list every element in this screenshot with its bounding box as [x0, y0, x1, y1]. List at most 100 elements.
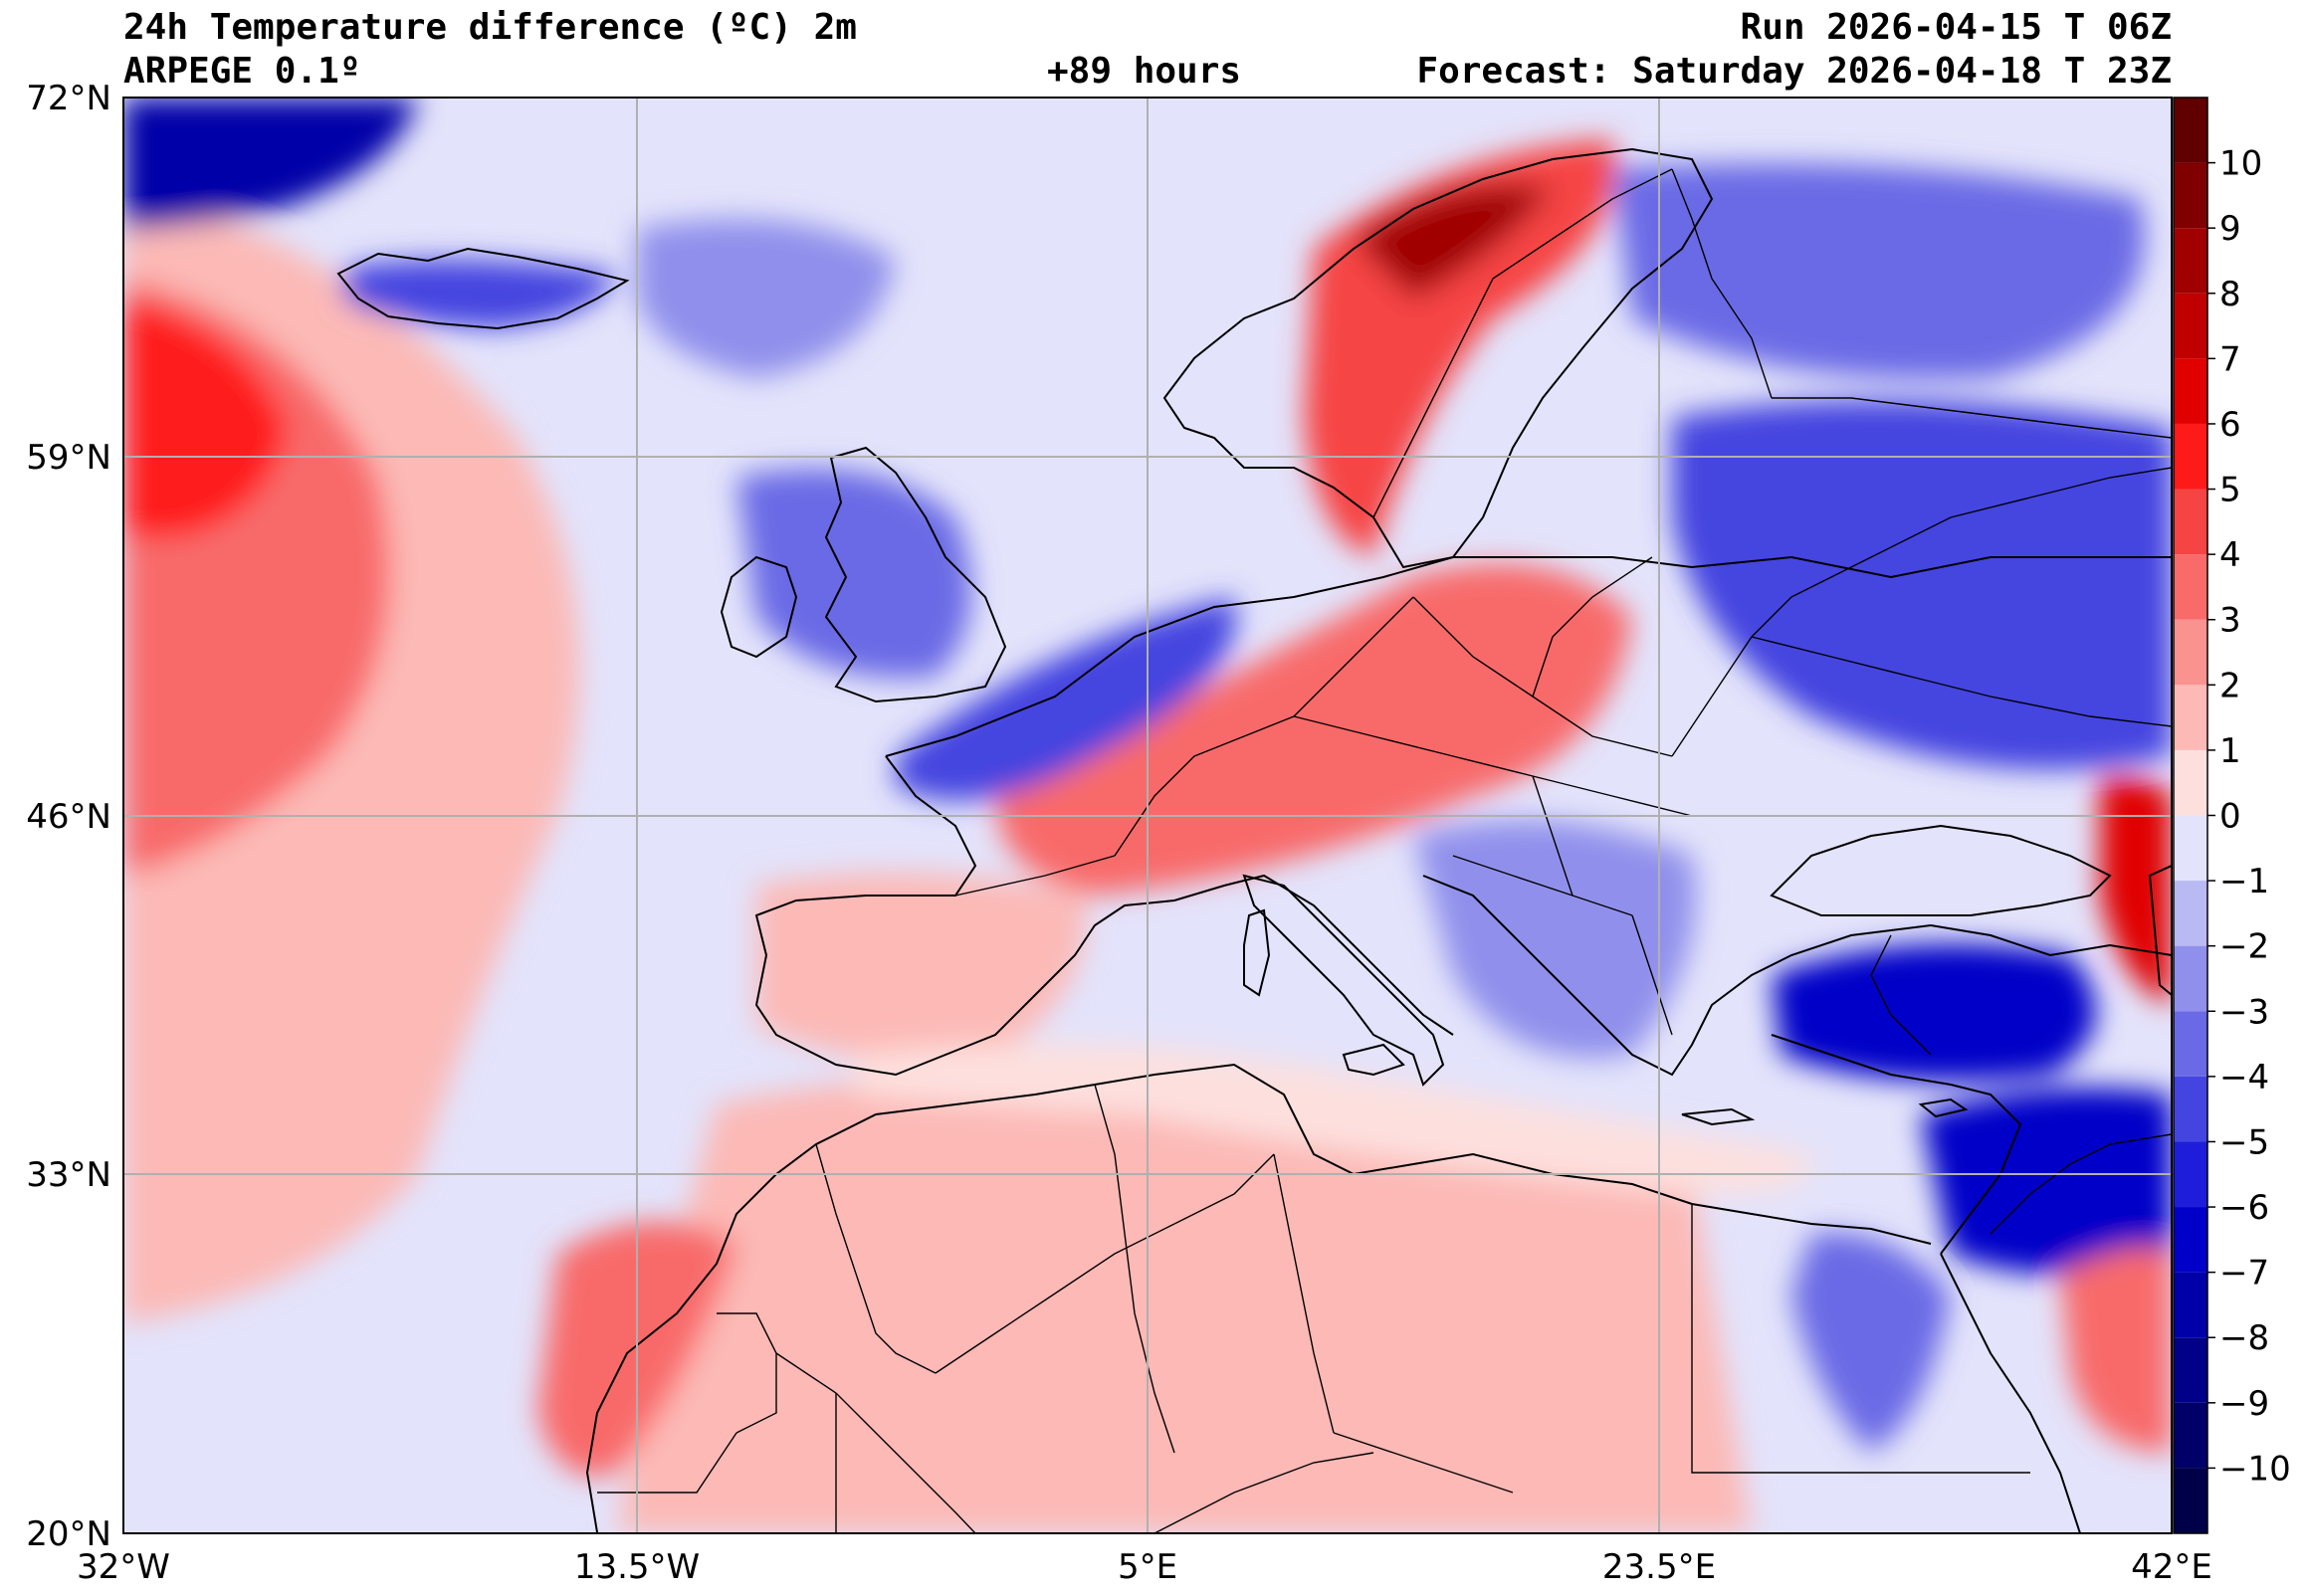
colorbar-label: 0 — [2219, 797, 2241, 837]
colorbar — [2174, 98, 2207, 1533]
colorbar-bin-cold — [2174, 1337, 2207, 1403]
cold-area-uk — [736, 469, 971, 679]
colorbar-label: 8 — [2219, 275, 2241, 314]
warm-area-atlantic-peak — [123, 299, 289, 537]
colorbar-label: −7 — [2219, 1254, 2269, 1294]
cold-area-benelux-france — [896, 597, 1237, 801]
warm-area-central-europe — [995, 563, 1632, 896]
colorbar-bin-cold — [2174, 1207, 2207, 1273]
colorbar-label: −10 — [2219, 1449, 2291, 1489]
colorbar-bin-warm — [2174, 228, 2207, 294]
map-frame — [122, 97, 2173, 1534]
coast-bay-biscay — [754, 755, 1454, 1077]
run-time: Run 2026-04-15 T 06Z — [1740, 7, 2172, 48]
colorbar-label: 1 — [2219, 731, 2241, 771]
colorbar-bin-warm — [2174, 293, 2207, 359]
coast-balkans — [1422, 875, 2172, 1077]
map-field — [123, 98, 2172, 1533]
colorbar-label: −5 — [2219, 1122, 2269, 1162]
colorbar-bin-cold — [2174, 815, 2207, 882]
coast-great-britain — [824, 446, 1007, 703]
warm-area-caucasus — [2100, 776, 2172, 1005]
lon-label-32w: 32°W — [77, 1547, 170, 1587]
colorbar-label: 2 — [2219, 666, 2241, 705]
colorbar-label: −2 — [2219, 927, 2269, 967]
colorbar-bin-warm — [2174, 619, 2207, 686]
colorbar-bin-warm — [2174, 162, 2207, 229]
colorbar-label: −1 — [2219, 862, 2269, 901]
colorbar-bin-cold — [2174, 881, 2207, 946]
map-title: 24h Temperature difference (ºC) 2m — [123, 7, 857, 48]
lat-label-46n: 46°N — [26, 797, 111, 837]
coast-cyprus — [1918, 1097, 1969, 1118]
cold-area-greenland — [123, 98, 418, 229]
colorbar-label: 3 — [2219, 601, 2241, 641]
graticule — [123, 98, 2172, 1533]
colorbar-bin-warm — [2174, 489, 2207, 555]
colorbar-bin-warm — [2174, 423, 2207, 490]
coast-anatolia-south — [1771, 1034, 2022, 1255]
coast-north-africa — [585, 1063, 1932, 1533]
forecast-time: Forecast: Saturday 2026-04-18 T 23Z — [1416, 51, 2172, 92]
cold-area-balkans — [1413, 820, 1696, 1059]
lon-label-23.5e: 23.5°E — [1602, 1547, 1716, 1587]
colorbar-bin-cold — [2174, 1468, 2207, 1533]
colorbar-bin-warm — [2174, 358, 2207, 424]
colorbar-label: 9 — [2219, 209, 2241, 249]
colorbar-label: −9 — [2219, 1384, 2269, 1424]
cold-area-iceland — [343, 260, 617, 328]
colorbar-label: 6 — [2219, 405, 2241, 445]
colorbar-label: −4 — [2219, 1058, 2269, 1097]
warm-area-norway-peak — [1354, 184, 1553, 299]
coast-sicily — [1342, 1043, 1405, 1077]
cold-area-russia-north — [1612, 163, 2145, 380]
cold-area-anatolia — [1772, 943, 2096, 1082]
neutral-area-mediterranean — [856, 1043, 1814, 1194]
coast-caspian — [2148, 864, 2172, 997]
colorbar-label: 5 — [2219, 471, 2241, 510]
colorbar-bin-warm — [2174, 554, 2207, 620]
cold-area-north-atlantic — [637, 219, 896, 378]
colorbar-label: −3 — [2219, 992, 2269, 1032]
colorbar-bin-cold — [2174, 1141, 2207, 1208]
colorbar-bin-cold — [2174, 1011, 2207, 1077]
colorbar-label: 10 — [2219, 144, 2262, 184]
model-name: ARPEGE 0.1º — [123, 51, 361, 92]
colorbar-bin-warm — [2174, 98, 2207, 163]
coast-scandinavia — [1162, 147, 1714, 569]
coast-sardinia — [1243, 908, 1271, 997]
warm-area-arabia — [2060, 1247, 2172, 1453]
coast-italy — [1242, 874, 1445, 1087]
coast-europe-main — [885, 555, 2172, 757]
lat-label-72n: 72°N — [26, 79, 111, 118]
cold-area-levant — [1921, 1088, 2172, 1274]
cold-area-egypt — [1791, 1232, 1951, 1453]
colorbar-label: 4 — [2219, 535, 2241, 575]
coast-crete — [1681, 1107, 1756, 1126]
coast-ireland — [720, 555, 798, 659]
lead-time: +89 hours — [1047, 51, 1242, 92]
warm-area-iberia — [756, 873, 1086, 1061]
colorbar-label: −6 — [2219, 1188, 2269, 1228]
lon-label-13.5w: 13.5°W — [574, 1547, 700, 1587]
cold-area-russia-mid — [1672, 400, 2172, 770]
lon-label-5e: 5°E — [1118, 1547, 1177, 1587]
coast-iceland — [336, 247, 630, 330]
coast-black-sea — [1770, 824, 2112, 916]
colorbar-bin-warm — [2174, 749, 2207, 816]
lat-label-59n: 59°N — [26, 438, 111, 478]
colorbar-bin-cold — [2174, 1402, 2207, 1469]
colorbar-label: 7 — [2219, 339, 2241, 379]
coast-red-sea — [1940, 1253, 2081, 1533]
lat-label-33n: 33°N — [26, 1155, 111, 1195]
colorbar-label: −8 — [2219, 1318, 2269, 1358]
lon-label-42e: 42°E — [2131, 1547, 2212, 1587]
colorbar-bin-cold — [2174, 945, 2207, 1012]
colorbar-bin-warm — [2174, 685, 2207, 750]
colorbar-bin-cold — [2174, 1272, 2207, 1338]
warm-area-north-africa — [617, 1073, 1752, 1533]
colorbar-bin-cold — [2174, 1076, 2207, 1142]
lat-label-20n: 20°N — [26, 1514, 111, 1554]
